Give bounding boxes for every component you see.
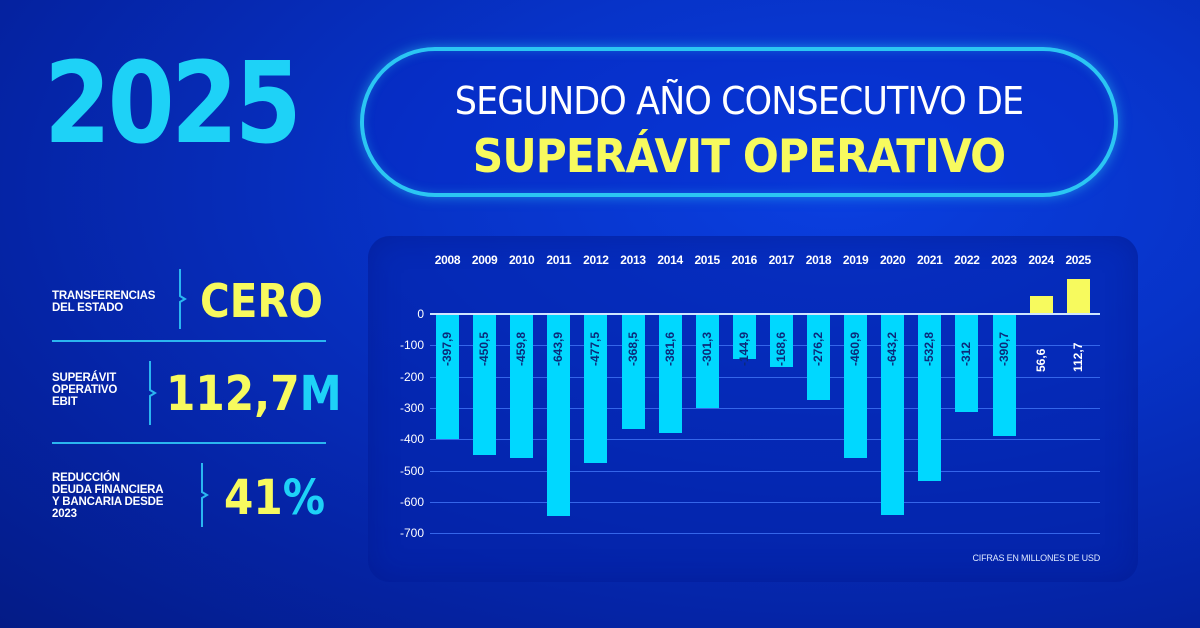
bar-2013: [621, 315, 645, 430]
chart-footnote: CIFRAS EN MILLONES DE USD: [972, 553, 1100, 563]
bar-value-label: -477,5: [588, 331, 603, 366]
stat-label: TRANSFERENCIAS DEL ESTADO: [52, 290, 156, 314]
y-axis-tick: -100: [399, 338, 424, 352]
bar-2011: [547, 315, 571, 516]
bar-2014: [658, 315, 682, 434]
x-axis-year-label: 2017: [768, 253, 795, 267]
y-axis-tick: -400: [399, 432, 424, 446]
x-axis-year-label: 2019: [842, 253, 869, 267]
x-axis-year-label: 2024: [1028, 253, 1054, 267]
bar-value-label: -368,5: [625, 331, 640, 366]
bar-2023: [992, 315, 1016, 437]
x-axis-year-label: 2010: [508, 253, 535, 267]
x-axis-year-label: 2014: [657, 253, 683, 267]
brace-icon: [176, 268, 190, 330]
x-axis-year-label: 2009: [471, 253, 498, 267]
y-axis-tick: -300: [399, 401, 424, 415]
divider: [52, 442, 326, 444]
grid-line: [430, 502, 1100, 503]
x-axis-year-label: 2018: [805, 253, 832, 267]
brace-icon: [146, 360, 160, 426]
grid-line: [430, 533, 1100, 534]
stat-transferencias: TRANSFERENCIAS DEL ESTADO CERO: [52, 268, 326, 330]
x-axis-year-label: 2025: [1065, 253, 1091, 267]
bar-value-label: -144,9: [736, 331, 751, 366]
grid-line: [430, 377, 1100, 378]
bar-2025: [1066, 278, 1090, 313]
stat-label: REDUCCIÓN DEUDA FINANCIERA Y BANCARIA DE…: [52, 472, 164, 520]
bar-2010: [510, 315, 534, 458]
bar-value-label: -301,3: [699, 331, 714, 366]
bar-value-label: -643,9: [551, 331, 566, 366]
x-axis-year-label: 2015: [694, 253, 720, 267]
x-axis-year-label: 2020: [879, 253, 906, 267]
bar-value-label: -312: [959, 341, 974, 366]
bar-value-label: -276,2: [811, 331, 825, 366]
y-axis-tick: -700: [399, 526, 424, 540]
x-axis-year-label: 2016: [731, 253, 758, 267]
x-axis-year-label: 2021: [917, 253, 943, 267]
x-axis-year-label: 2022: [954, 253, 980, 267]
stat-value: CERO: [200, 274, 323, 328]
stat-value: 112,7M: [166, 366, 342, 422]
bar-2018: [807, 315, 830, 401]
x-axis-year-label: 2023: [991, 253, 1017, 267]
divider: [52, 340, 326, 342]
bar-value-label: 56,6: [1033, 348, 1048, 372]
grid-line: [430, 408, 1100, 409]
x-axis-year-label: 2013: [620, 253, 646, 267]
bar-value-label: -381,6: [662, 331, 677, 366]
headline-banner: SEGUNDO AÑO CONSECUTIVO DE SUPERÁVIT OPE…: [360, 47, 1118, 197]
headline-subtitle: SEGUNDO AÑO CONSECUTIVO DE: [454, 79, 1024, 123]
bar-value-label: -643,2: [885, 331, 900, 366]
grid-line: [430, 345, 1100, 346]
y-axis-tick: -500: [399, 464, 424, 478]
grid-line: [430, 439, 1100, 440]
bar-value-label: -460,9: [848, 331, 863, 366]
bar-2016: [732, 315, 756, 360]
y-axis-tick: -600: [399, 495, 424, 509]
bar-2015: [695, 315, 719, 409]
bar-value-label: -459,8: [514, 331, 529, 366]
bar-value-label: -168,6: [773, 331, 788, 366]
bar-2009: [473, 315, 497, 455]
zero-baseline: [430, 313, 1100, 315]
brace-icon: [198, 462, 212, 528]
stat-label: SUPERÁVIT OPERATIVO EBIT: [52, 372, 118, 408]
bar-2021: [918, 315, 942, 481]
x-axis-year-label: 2012: [583, 253, 609, 267]
bar-2020: [881, 315, 905, 516]
bar-2019: [844, 315, 868, 459]
bar-2022: [955, 315, 979, 412]
bar-value-label: -390,7: [996, 331, 1011, 366]
headline-title: SUPERÁVIT OPERATIVO: [472, 129, 1006, 183]
bar-2012: [584, 315, 608, 464]
bar-value-label: -532,8: [922, 331, 937, 366]
bar-value-label: -450,5: [477, 331, 492, 366]
x-axis-year-label: 2011: [546, 253, 572, 267]
stat-value: 41%: [224, 470, 326, 526]
bar-value-label: 112,7: [1070, 342, 1085, 372]
x-axis-year-label: 2008: [434, 253, 461, 267]
y-axis-tick: -200: [399, 370, 424, 384]
bar-2008: [436, 315, 459, 439]
grid-line: [430, 471, 1100, 472]
year-heading: 2025: [44, 39, 302, 169]
y-axis-tick: 0: [417, 307, 424, 321]
stat-superavit: SUPERÁVIT OPERATIVO EBIT 112,7M: [52, 360, 342, 426]
bar-value-label: -397,9: [440, 331, 454, 366]
stat-reduccion-deuda: REDUCCIÓN DEUDA FINANCIERA Y BANCARIA DE…: [52, 462, 326, 528]
bar-2024: [1029, 296, 1053, 313]
bar-2017: [769, 315, 793, 367]
